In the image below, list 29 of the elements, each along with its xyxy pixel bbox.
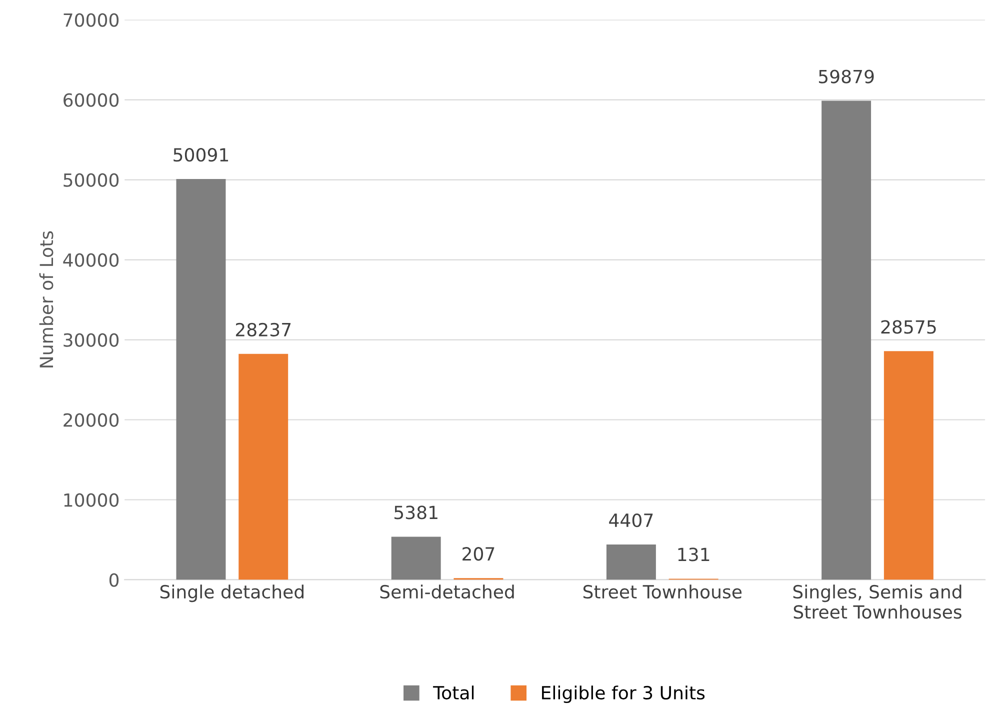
y-tick-label: 30000 [64,333,119,347]
data-label: 131 [678,548,710,562]
x-tick-label: Street Townhouse [583,584,742,599]
data-label: 59879 [818,70,874,84]
bar [822,100,872,580]
bar [391,536,441,580]
data-label: 4407 [609,513,653,528]
y-tick-label: 50000 [64,173,119,187]
x-tick-label: Single detached [160,584,304,602]
bar [606,544,656,580]
data-label: 50091 [174,148,228,162]
y-tick-label: 0 [109,573,119,587]
y-axis-title: Number of Lots [39,231,54,368]
data-label: 28237 [236,322,291,336]
x-tick-label: Semi-detached [380,584,514,599]
bar [176,179,226,580]
x-tick-label: Singles, Semis and Street Townhouses [793,584,962,619]
data-label: 5381 [394,506,438,520]
bar [884,351,934,580]
bar [238,354,288,580]
legend-label: Total [433,686,474,700]
data-label: 28575 [881,320,936,334]
y-tick-label: 60000 [64,93,119,107]
y-tick-label: 10000 [64,493,119,507]
data-label: 207 [462,547,494,561]
legend-label: Eligible for 3 Units [542,686,705,704]
y-tick-label: 70000 [64,13,119,27]
y-tick-label: 40000 [63,253,119,267]
y-tick-label: 20000 [64,413,119,427]
